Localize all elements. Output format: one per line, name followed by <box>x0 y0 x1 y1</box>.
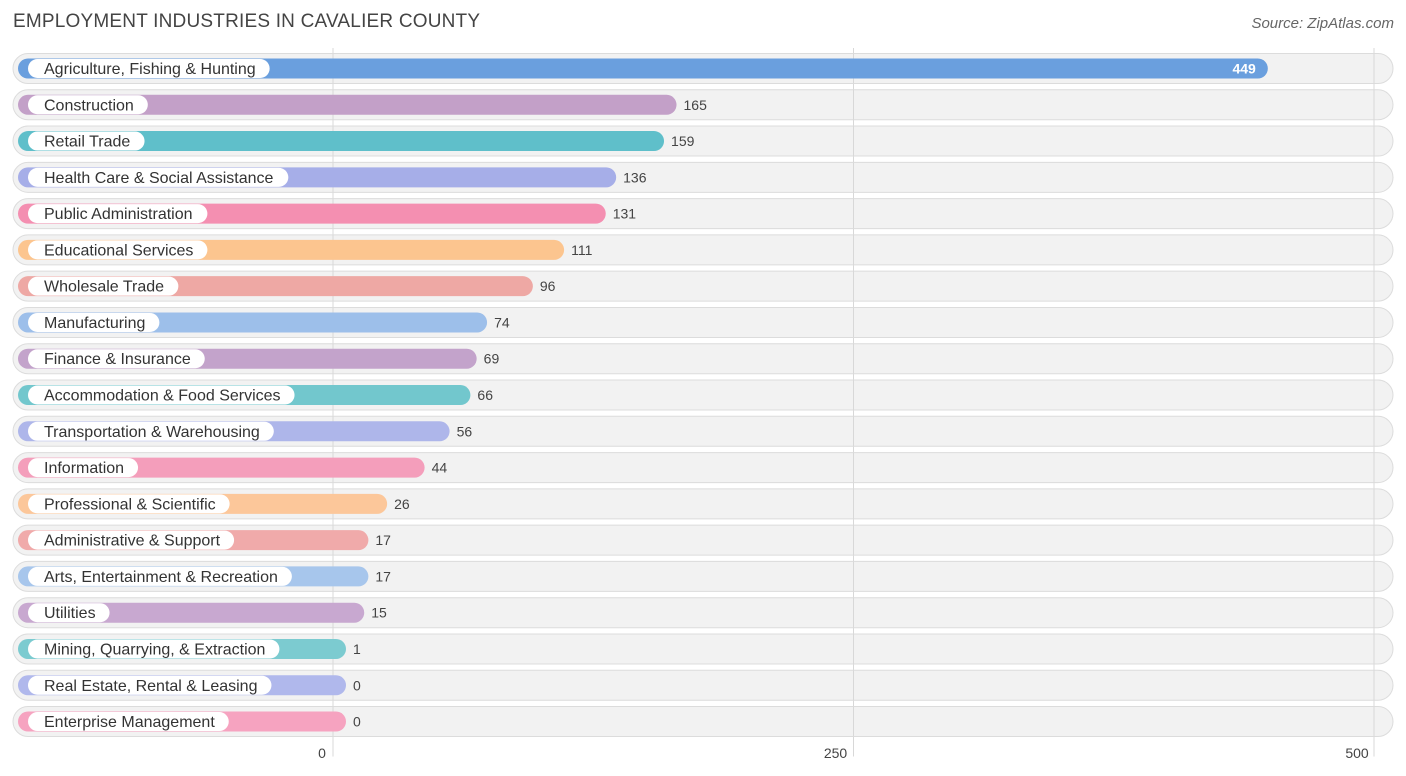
bar-row: Utilities 15 <box>12 597 1394 629</box>
category-label-pill <box>28 385 295 405</box>
bar-track <box>12 669 1394 701</box>
category-label-pill <box>28 95 148 115</box>
category-label: Transportation & Warehousing <box>44 424 260 441</box>
bar-row: Educational Services 111 <box>12 234 1394 266</box>
bar-row: Agriculture, Fishing & Hunting 449 <box>12 53 1394 84</box>
bar-row: Administrative & Support 17 <box>12 524 1394 556</box>
value-label: 136 <box>623 169 647 185</box>
bar-track <box>12 633 1394 665</box>
category-label-pill <box>28 167 289 187</box>
tick-label: 0 <box>318 745 326 761</box>
bar-row: Real Estate, Rental & Leasing 0 <box>12 669 1394 701</box>
value-label: 0 <box>353 714 361 730</box>
chart-rows: Agriculture, Fishing & Hunting 449 Constru… <box>12 53 1394 738</box>
category-label: Manufacturing <box>44 315 145 332</box>
category-label-pill <box>28 494 230 514</box>
category-label-pill <box>28 131 145 151</box>
category-label: Finance & Insurance <box>44 351 191 368</box>
category-label: Mining, Quarrying, & Extraction <box>44 641 265 658</box>
bar-row: Mining, Quarrying, & Extraction 1 <box>12 633 1394 665</box>
value-label: 165 <box>684 97 708 113</box>
tick-label: 250 <box>824 745 848 761</box>
category-label-pill <box>28 421 274 441</box>
category-label-pill <box>28 204 208 224</box>
category-label: Health Care & Social Assistance <box>44 170 274 187</box>
category-label: Professional & Scientific <box>44 496 216 513</box>
category-label-pill <box>28 312 160 332</box>
value-label: 17 <box>375 568 391 584</box>
bar-row: Enterprise Management 0 <box>12 706 1394 738</box>
bar-row: Finance & Insurance 69 <box>12 343 1394 375</box>
value-label: 26 <box>394 496 410 512</box>
category-label: Enterprise Management <box>44 714 215 731</box>
category-label-pill <box>28 458 139 478</box>
category-label: Information <box>44 460 124 477</box>
category-label: Accommodation & Food Services <box>44 388 281 405</box>
bar-row: Public Administration 131 <box>12 198 1394 230</box>
bar <box>18 58 1268 79</box>
value-label: 449 <box>1232 61 1256 77</box>
bar-row: Construction 165 <box>12 89 1394 121</box>
value-label: 74 <box>494 314 510 330</box>
bar-row: Manufacturing 74 <box>12 306 1394 338</box>
value-label: 1 <box>353 641 361 657</box>
value-label: 131 <box>613 206 637 222</box>
bar-row: Health Care & Social Assistance 136 <box>12 161 1394 193</box>
category-label-pill <box>28 349 205 369</box>
category-label-pill <box>28 276 179 296</box>
category-label: Public Administration <box>44 206 193 223</box>
bar-row: Accommodation & Food Services 66 <box>12 379 1394 411</box>
bar-row: Professional & Scientific 26 <box>12 488 1394 520</box>
bar-row: Retail Trade 159 <box>12 125 1394 157</box>
category-label-pill <box>28 675 272 695</box>
category-label: Retail Trade <box>44 134 130 151</box>
bar-row: Information 44 <box>12 452 1394 484</box>
category-label: Construction <box>44 97 134 114</box>
category-label: Arts, Entertainment & Recreation <box>44 569 278 586</box>
category-label: Wholesale Trade <box>44 279 164 296</box>
category-label-pill <box>28 712 229 732</box>
value-label: 96 <box>540 278 556 294</box>
value-label: 66 <box>477 387 493 403</box>
value-label: 159 <box>671 133 695 149</box>
bar-row: Arts, Entertainment & Recreation 17 <box>12 560 1394 592</box>
chart-title: EMPLOYMENT INDUSTRIES IN CAVALIER COUNTY <box>13 11 481 32</box>
category-label: Educational Services <box>44 242 193 259</box>
value-label: 111 <box>571 242 592 258</box>
bar-row: Wholesale Trade 96 <box>12 270 1394 302</box>
value-label: 56 <box>457 423 473 439</box>
category-label: Real Estate, Rental & Leasing <box>44 678 257 695</box>
category-label-pill <box>28 639 280 659</box>
value-label: 0 <box>353 677 361 693</box>
value-label: 69 <box>484 351 500 367</box>
category-label: Agriculture, Fishing & Hunting <box>44 61 256 78</box>
bar-row: Transportation & Warehousing 56 <box>12 415 1394 447</box>
category-label: Administrative & Support <box>44 533 221 550</box>
category-label-pill <box>28 566 292 586</box>
category-label-pill <box>28 530 235 550</box>
bar <box>18 131 665 152</box>
bar <box>18 94 677 115</box>
category-label-pill <box>28 240 208 260</box>
category-label-pill <box>28 603 110 623</box>
value-label: 17 <box>375 532 391 548</box>
value-label: 15 <box>371 605 387 621</box>
value-label: 44 <box>432 460 448 476</box>
tick-label: 500 <box>1345 745 1369 761</box>
category-label-pill <box>28 59 270 78</box>
source-note: Source: ZipAtlas.com <box>1251 15 1394 32</box>
bar-track <box>12 706 1394 738</box>
category-label: Utilities <box>44 605 96 622</box>
